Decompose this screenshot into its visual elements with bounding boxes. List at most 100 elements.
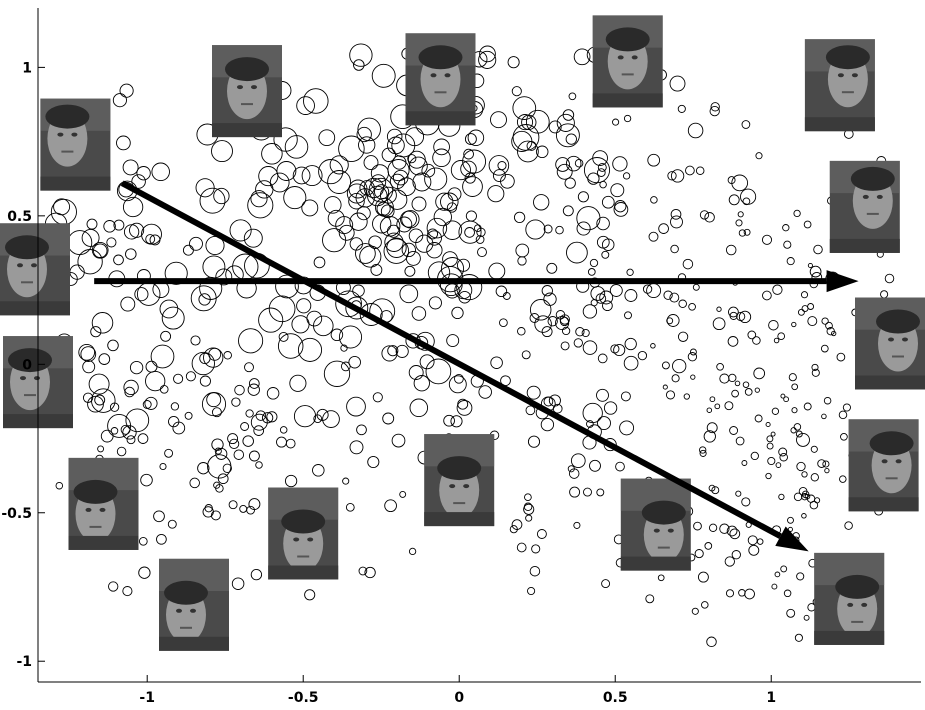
data-point (790, 427, 797, 434)
data-point (596, 388, 609, 402)
data-point (409, 156, 428, 176)
data-point (340, 344, 348, 352)
data-point (666, 317, 674, 325)
data-point (766, 435, 774, 443)
data-point (753, 367, 766, 380)
data-point (742, 197, 751, 206)
data-point (512, 124, 540, 151)
data-point (312, 464, 325, 477)
data-point (731, 389, 739, 398)
data-point (497, 161, 507, 171)
data-point (443, 414, 455, 427)
data-point (372, 392, 383, 403)
data-point (793, 423, 802, 431)
data-point (573, 338, 583, 348)
data-point (342, 477, 350, 485)
data-point (478, 385, 492, 399)
data-point (405, 127, 425, 147)
data-point (424, 167, 448, 191)
data-point (223, 351, 232, 360)
data-point (791, 321, 797, 328)
data-point (727, 176, 736, 185)
data-point (231, 397, 241, 407)
data-point (810, 473, 819, 482)
data-point (716, 362, 724, 371)
y-tick-label: 0 (22, 357, 32, 373)
data-point (782, 224, 790, 232)
data-point (477, 247, 487, 258)
data-point (577, 191, 589, 203)
data-point (382, 412, 395, 425)
data-point (756, 538, 764, 545)
data-point (159, 299, 179, 319)
data-point (783, 240, 792, 249)
data-point (413, 375, 430, 392)
data-point (324, 196, 342, 214)
data-point (381, 345, 398, 362)
data-point (144, 396, 158, 410)
data-point (592, 150, 608, 166)
data-point (710, 102, 720, 112)
data-point (462, 176, 483, 197)
data-point (476, 227, 486, 237)
data-point (706, 407, 713, 413)
data-point (145, 360, 158, 373)
data-point (228, 500, 238, 510)
data-point (743, 228, 751, 236)
data-point (250, 568, 263, 581)
data-point (450, 415, 463, 428)
data-point (778, 493, 785, 501)
data-point (113, 254, 124, 266)
data-point (741, 120, 751, 129)
data-point (771, 583, 778, 590)
data-point (624, 289, 638, 302)
data-point (657, 574, 665, 582)
data-point (170, 402, 180, 411)
data-point (596, 235, 610, 249)
data-point (670, 244, 679, 254)
data-point (555, 157, 570, 172)
data-point (134, 287, 149, 302)
data-point (697, 571, 709, 583)
data-point (318, 129, 336, 147)
data-point (737, 211, 744, 218)
data-point (467, 129, 485, 147)
data-point (513, 211, 526, 224)
data-point (446, 202, 458, 213)
face-thumbnails (0, 15, 925, 651)
data-point (495, 285, 508, 298)
data-point (151, 162, 170, 182)
data-point (658, 223, 669, 234)
data-point (126, 435, 136, 445)
data-point (190, 335, 201, 346)
data-point (345, 502, 355, 512)
data-point (536, 529, 547, 539)
data-point (67, 230, 93, 256)
data-point (432, 148, 451, 168)
data-point (215, 447, 228, 460)
data-point (742, 381, 750, 388)
data-point (801, 471, 808, 478)
data-point (589, 459, 601, 472)
data-point (597, 162, 607, 172)
data-point (248, 498, 261, 511)
data-point (692, 283, 700, 291)
data-point (735, 219, 743, 227)
data-point (779, 452, 788, 462)
data-point (276, 161, 297, 181)
data-point (345, 296, 369, 320)
data-point (478, 50, 497, 69)
data-point (383, 238, 410, 264)
data-point (255, 461, 263, 469)
data-point (266, 387, 280, 400)
data-point (86, 218, 98, 230)
data-point (562, 109, 575, 121)
data-point (296, 96, 315, 115)
data-point (556, 163, 573, 180)
data-point (426, 242, 443, 259)
data-point (153, 510, 165, 523)
data-point (734, 380, 741, 387)
data-point (261, 143, 283, 165)
data-point (82, 360, 96, 374)
data-point (637, 350, 648, 361)
